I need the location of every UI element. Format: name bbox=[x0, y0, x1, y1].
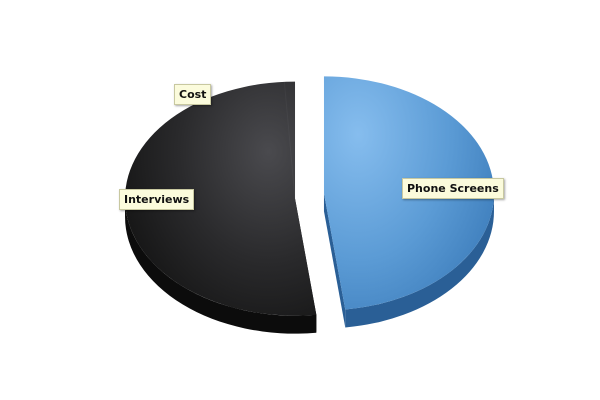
slice-phone-screens-edge-1 bbox=[323, 193, 346, 328]
slice-interviews-side bbox=[125, 198, 317, 334]
slice-label-phone-screens: Phone Screens bbox=[402, 178, 504, 199]
slice-label-interviews: Interviews bbox=[119, 189, 195, 210]
slice-interviews bbox=[125, 81, 317, 316]
slice-cost bbox=[283, 81, 296, 199]
slice-phone-screens-side bbox=[345, 193, 494, 328]
slice-label-cost: Cost bbox=[174, 84, 212, 105]
